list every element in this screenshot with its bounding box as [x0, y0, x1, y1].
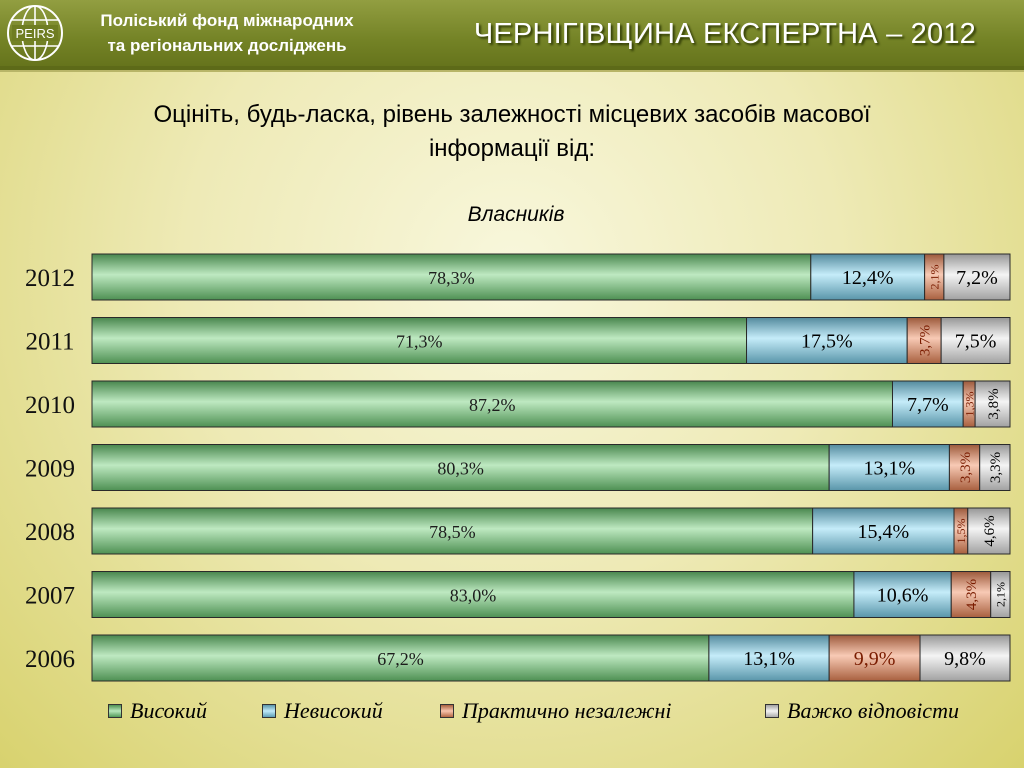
bar-segment-high-2007	[91, 571, 855, 618]
bar-segment-hard-to-say-2008	[967, 507, 1011, 555]
bar-segment-high-2008	[91, 507, 814, 555]
year-label-2010: 2010	[25, 392, 75, 419]
bar-segment-not-high-2008	[812, 507, 955, 555]
legend-swatch-independent	[440, 704, 454, 718]
data-label-independent-2006: 9,9%	[854, 648, 896, 670]
bar-segment-high-2009	[91, 444, 830, 491]
legend-swatch-hard-to-say	[765, 704, 779, 718]
chart-legend: Високий Невисокий Практично незалежні Важко…	[0, 696, 1024, 726]
data-label-not-high-2010: 7,7%	[907, 394, 949, 416]
header-bar: PEIRS Поліський фонд міжнародних та регі…	[0, 0, 1024, 66]
data-label-hard-to-say-2007: 2,1%	[994, 582, 1008, 607]
data-label-not-high-2012: 12,4%	[842, 267, 894, 289]
data-label-independent-2011: 3,7%	[917, 325, 933, 356]
data-label-high-2011: 71,3%	[396, 332, 443, 352]
data-label-independent-2007: 4,3%	[964, 579, 980, 610]
legend-item-hard-to-say: Важко відповісти	[765, 696, 959, 726]
bar-segment-not-high-2007	[853, 571, 952, 618]
bar-segment-not-high-2010	[891, 380, 964, 428]
bar-segment-high-2006	[91, 634, 710, 682]
bar-segment-independent-2006	[828, 634, 921, 682]
bar-segment-hard-to-say-2006	[919, 634, 1011, 682]
bar-segment-high-2010	[91, 380, 893, 428]
year-label-2009: 2009	[25, 456, 75, 483]
bar-segment-not-high-2006	[708, 634, 830, 682]
bar-segment-not-high-2012	[810, 253, 926, 301]
report-title: ЧЕРНІГІВЩИНА ЕКСПЕРТНА – 2012	[473, 18, 976, 50]
svg-text:PEIRS: PEIRS	[15, 26, 54, 41]
data-label-hard-to-say-2008: 4,6%	[982, 515, 998, 546]
data-label-high-2008: 78,5%	[429, 522, 476, 542]
data-label-hard-to-say-2010: 3,8%	[986, 388, 1002, 419]
data-label-independent-2010: 1,3%	[962, 392, 976, 417]
data-label-high-2009: 80,3%	[437, 459, 484, 479]
bar-segment-hard-to-say-2011	[940, 317, 1011, 364]
data-label-high-2012: 78,3%	[428, 268, 475, 288]
question-line1: Оцініть, будь-ласка, рівень залежності м…	[153, 101, 871, 128]
data-label-not-high-2008: 15,4%	[857, 521, 909, 543]
legend-label-not-high: Невисокий	[284, 698, 383, 723]
year-label-2007: 2007	[25, 583, 75, 610]
data-label-hard-to-say-2009: 3,3%	[988, 452, 1004, 483]
bar-segment-independent-2009	[948, 444, 981, 491]
header-divider	[0, 66, 1024, 72]
bar-segment-high-2012	[91, 253, 812, 301]
bar-segment-high-2011	[91, 317, 748, 364]
data-label-independent-2008: 1,5%	[954, 519, 968, 544]
org-name-line1: Поліський фонд міжнародних	[100, 11, 354, 30]
year-label-2012: 2012	[25, 265, 75, 292]
data-label-not-high-2009: 13,1%	[863, 458, 915, 480]
data-label-high-2010: 87,2%	[469, 395, 516, 415]
bar-segment-not-high-2009	[828, 444, 950, 491]
org-name-line2: та регіональних досліджень	[107, 36, 347, 55]
data-label-independent-2012: 2,1%	[927, 265, 941, 290]
data-label-not-high-2007: 10,6%	[877, 585, 929, 607]
data-label-high-2006: 67,2%	[377, 649, 424, 669]
data-label-hard-to-say-2006: 9,8%	[944, 648, 986, 670]
data-label-not-high-2011: 17,5%	[801, 331, 853, 353]
data-label-independent-2009: 3,3%	[958, 452, 974, 483]
year-label-2011: 2011	[25, 329, 74, 356]
peirs-globe-logo: PEIRS	[7, 5, 63, 61]
legend-swatch-not-high	[262, 704, 276, 718]
question-line2: інформації від:	[428, 135, 596, 162]
legend-item-not-high: Невисокий	[262, 696, 383, 726]
bar-segment-hard-to-say-2007	[990, 571, 1011, 618]
bar-segment-independent-2007	[950, 571, 992, 618]
question-text: Оцініть, будь-ласка, рівень залежності м…	[40, 98, 984, 166]
bar-segment-hard-to-say-2012	[943, 253, 1011, 301]
bar-segment-hard-to-say-2009	[979, 444, 1011, 491]
legend-label-hard-to-say: Важко відповісти	[787, 698, 959, 723]
organization-name: Поліський фонд міжнародних та регіональн…	[72, 8, 382, 58]
year-label-2008: 2008	[25, 519, 75, 546]
bar-segment-independent-2011	[906, 317, 942, 364]
data-label-high-2007: 83,0%	[450, 586, 497, 606]
legend-item-independent: Практично незалежні	[440, 696, 672, 726]
legend-label-independent: Практично незалежні	[462, 698, 672, 723]
data-label-hard-to-say-2012: 7,2%	[956, 267, 998, 289]
legend-swatch-high	[108, 704, 122, 718]
bar-segment-hard-to-say-2010	[974, 380, 1011, 428]
legend-label-high: Високий	[130, 698, 207, 723]
year-label-2006: 2006	[25, 646, 75, 673]
chart-title: Власників	[467, 203, 565, 226]
data-label-not-high-2006: 13,1%	[743, 648, 795, 670]
legend-item-high: Високий	[108, 696, 207, 726]
data-label-hard-to-say-2011: 7,5%	[955, 331, 997, 353]
